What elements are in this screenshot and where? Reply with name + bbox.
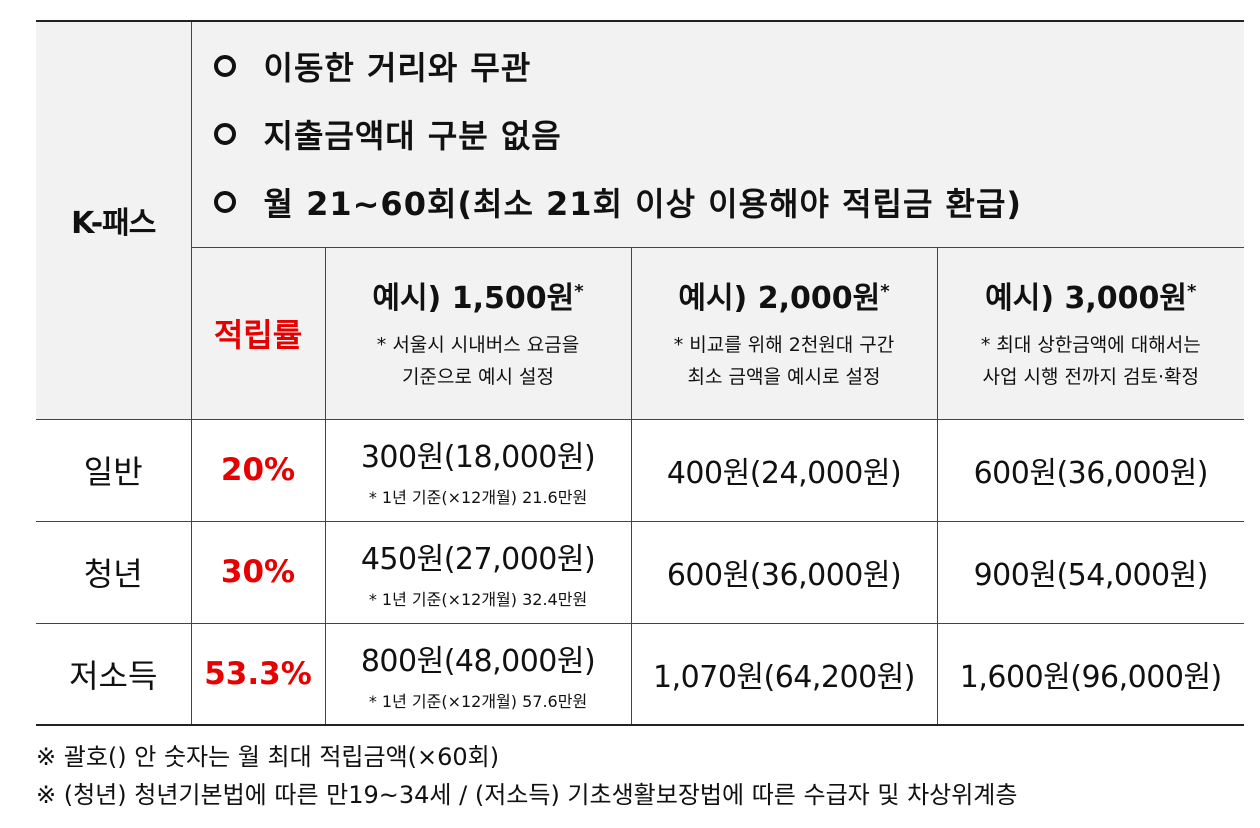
rate-header: 적립률 [191,246,326,420]
kpass-rate-table: K-패스 이동한 거리와 무관 지출금액대 구분 없음 월 21~60회(최소 … [36,20,1245,726]
example-header-1500: 예시) 1,500원* * 서울시 시내버스 요금을 기준으로 예시 설정 [324,246,632,420]
rate-cell: 20% [190,418,326,522]
value-cell: 800원(48,000원) * 1년 기준(×12개월) 57.6만원 [324,622,632,726]
feature-item: 월 21~60회(최소 21회 이상 이용해야 적립금 환급) [213,168,1245,236]
category-cell: 저소득 [36,622,192,726]
value-cell: 900원(54,000원) [936,520,1245,624]
circle-bullet-icon [213,191,236,214]
feature-item: 지출금액대 구분 없음 [213,100,1245,168]
feature-list: 이동한 거리와 무관 지출금액대 구분 없음 월 21~60회(최소 21회 이… [190,20,1245,248]
circle-bullet-icon [213,55,236,78]
category-cell: 일반 [36,418,192,522]
value-cell: 450원(27,000원) * 1년 기준(×12개월) 32.4만원 [324,520,632,624]
footnote: ※ 괄호() 안 숫자는 월 최대 적립금액(×60회) [36,743,500,771]
value-cell: 1,070원(64,200원) [630,622,938,726]
table-row: 저소득 53.3% 800원(48,000원) * 1년 기준(×12개월) 5… [36,622,1245,726]
feature-row: K-패스 이동한 거리와 무관 지출금액대 구분 없음 월 21~60회(최소 … [36,20,1245,420]
value-cell: 600원(36,000원) [936,418,1245,522]
kpass-document: K-패스 이동한 거리와 무관 지출금액대 구분 없음 월 21~60회(최소 … [36,20,1245,814]
footnotes: ※ 괄호() 안 숫자는 월 최대 적립금액(×60회) ※ (청년) 청년기본… [36,738,1244,814]
category-cell: 청년 [36,520,192,624]
value-cell: 400원(24,000원) [630,418,938,522]
value-cell: 1,600원(96,000원) [936,622,1245,726]
example-header-3000: 예시) 3,000원* * 최대 상한금액에 대해서는 사업 시행 전까지 검토… [936,246,1245,420]
table-row: 일반 20% 300원(18,000원) * 1년 기준(×12개월) 21.6… [36,418,1245,522]
rate-cell: 30% [190,520,326,624]
header-row: 적립률 예시) 1,500원* * 서울시 시내버스 요금을 기준으로 예시 설… [36,246,1245,420]
feature-item: 이동한 거리와 무관 [213,32,1245,100]
table-row: 청년 30% 450원(27,000원) * 1년 기준(×12개월) 32.4… [36,520,1245,624]
example-header-2000: 예시) 2,000원* * 비교를 위해 2천원대 구간 최소 금액을 예시로 … [630,246,938,420]
rate-cell: 53.3% [190,622,326,726]
circle-bullet-icon [213,123,236,146]
footnote: ※ (청년) 청년기본법에 따른 만19~34세 / (저소득) 기초생활보장법… [36,781,1018,809]
kpass-label: K-패스 [36,20,192,420]
value-cell: 300원(18,000원) * 1년 기준(×12개월) 21.6만원 [324,418,632,522]
value-cell: 600원(36,000원) [630,520,938,624]
